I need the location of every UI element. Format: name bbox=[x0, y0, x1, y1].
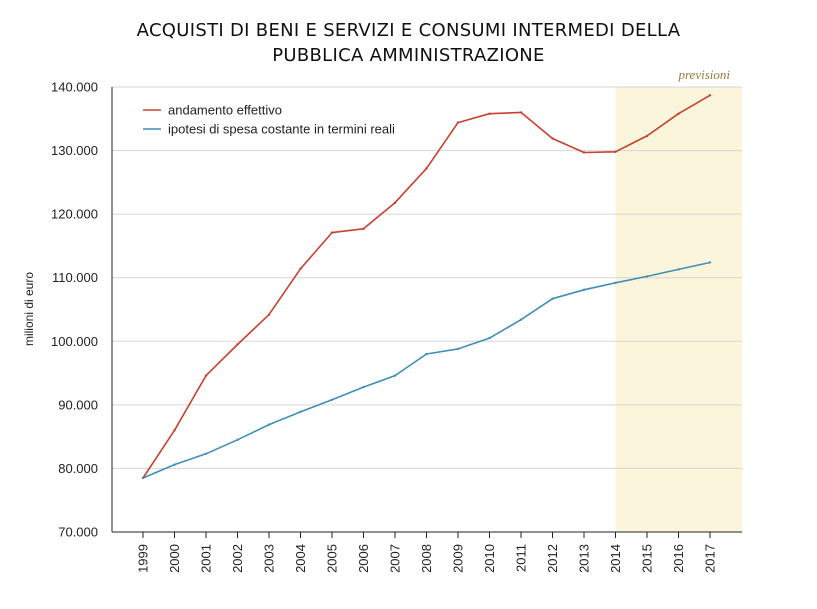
series-2-point bbox=[677, 268, 680, 271]
series-2-point bbox=[582, 288, 586, 291]
x-tick-label: 2009 bbox=[451, 544, 466, 573]
x-tick-label: 1999 bbox=[136, 544, 151, 573]
series-2-point bbox=[362, 385, 365, 389]
x-tick-label: 2014 bbox=[608, 544, 623, 573]
series-1-point bbox=[425, 167, 428, 170]
series-2-point bbox=[456, 347, 460, 351]
y-tick-label: 90.000 bbox=[58, 397, 98, 412]
x-tick-label: 2006 bbox=[356, 544, 371, 573]
series-1-point bbox=[519, 111, 523, 114]
series-1-point bbox=[173, 429, 176, 432]
x-tick-label: 2000 bbox=[167, 544, 182, 573]
series-1-point bbox=[299, 267, 302, 271]
series-1-point bbox=[677, 112, 680, 115]
series-2-point bbox=[236, 438, 239, 442]
series-1-point bbox=[551, 137, 554, 140]
y-axis-label: milioni di euro bbox=[22, 272, 36, 346]
series-1-point bbox=[708, 94, 712, 97]
y-tick-label: 140.000 bbox=[51, 80, 98, 95]
chart-title-line-1: ACQUISTI DI BENI E SERVIZI E CONSUMI INT… bbox=[136, 20, 681, 41]
series-2-point bbox=[425, 352, 428, 356]
x-tick-label: 2013 bbox=[577, 544, 592, 573]
series-2-point bbox=[393, 374, 397, 377]
series-1-point bbox=[330, 231, 334, 234]
series-1-point bbox=[204, 374, 208, 377]
x-tick-label: 2011 bbox=[514, 544, 529, 572]
series-2-point bbox=[708, 261, 712, 264]
series-2-point bbox=[614, 281, 617, 284]
y-tick-label: 80.000 bbox=[58, 461, 98, 476]
series-1-point bbox=[393, 201, 397, 204]
series-1-point bbox=[614, 150, 617, 154]
series-2-point bbox=[299, 410, 302, 414]
legend-label-2: ipotesi di spesa costante in termini rea… bbox=[168, 122, 395, 137]
x-tick-label: 2003 bbox=[262, 544, 277, 573]
x-tick-label: 2017 bbox=[703, 544, 718, 573]
series-2-point bbox=[267, 423, 271, 426]
x-tick-label: 2001 bbox=[199, 544, 214, 573]
y-tick-label: 100.000 bbox=[51, 334, 98, 349]
series-2-point bbox=[173, 463, 176, 466]
series-2-point bbox=[488, 336, 491, 340]
x-tick-label: 2007 bbox=[388, 544, 403, 573]
forecast-band bbox=[615, 87, 742, 532]
x-tick-label: 2015 bbox=[640, 544, 655, 573]
y-tick-label: 70.000 bbox=[58, 525, 98, 540]
series-1-point bbox=[582, 151, 586, 154]
x-tick-label: 2002 bbox=[230, 544, 245, 573]
series-2-point bbox=[645, 275, 649, 278]
y-tick-label: 130.000 bbox=[51, 143, 98, 158]
series-2-point bbox=[330, 398, 334, 401]
chart-title-line-2: PUBBLICA AMMINISTRAZIONE bbox=[272, 45, 545, 66]
x-tick-label: 2010 bbox=[482, 544, 497, 573]
forecast-label: previsioni bbox=[677, 67, 730, 82]
series-1-point bbox=[488, 112, 491, 115]
series-1-point bbox=[645, 134, 649, 138]
y-tick-label: 120.000 bbox=[51, 207, 98, 222]
series-2-point bbox=[519, 318, 523, 321]
x-tick-label: 2008 bbox=[419, 544, 434, 573]
x-tick-label: 2004 bbox=[293, 544, 308, 573]
series-1-point bbox=[236, 343, 239, 346]
series-2-point bbox=[204, 452, 208, 456]
x-tick-label: 2005 bbox=[325, 544, 340, 573]
chart-title: ACQUISTI DI BENI E SERVIZI E CONSUMI INT… bbox=[0, 18, 817, 68]
series-1-point bbox=[362, 227, 365, 230]
x-tick-label: 2012 bbox=[545, 544, 560, 573]
series-1-point bbox=[456, 121, 460, 124]
y-tick-label: 110.000 bbox=[52, 270, 98, 285]
series-2-point bbox=[551, 297, 554, 300]
x-tick-label: 2016 bbox=[671, 544, 686, 573]
series-1-point bbox=[267, 313, 271, 316]
series-2-point bbox=[141, 476, 145, 480]
legend-label-1: andamento effettivo bbox=[168, 103, 282, 118]
